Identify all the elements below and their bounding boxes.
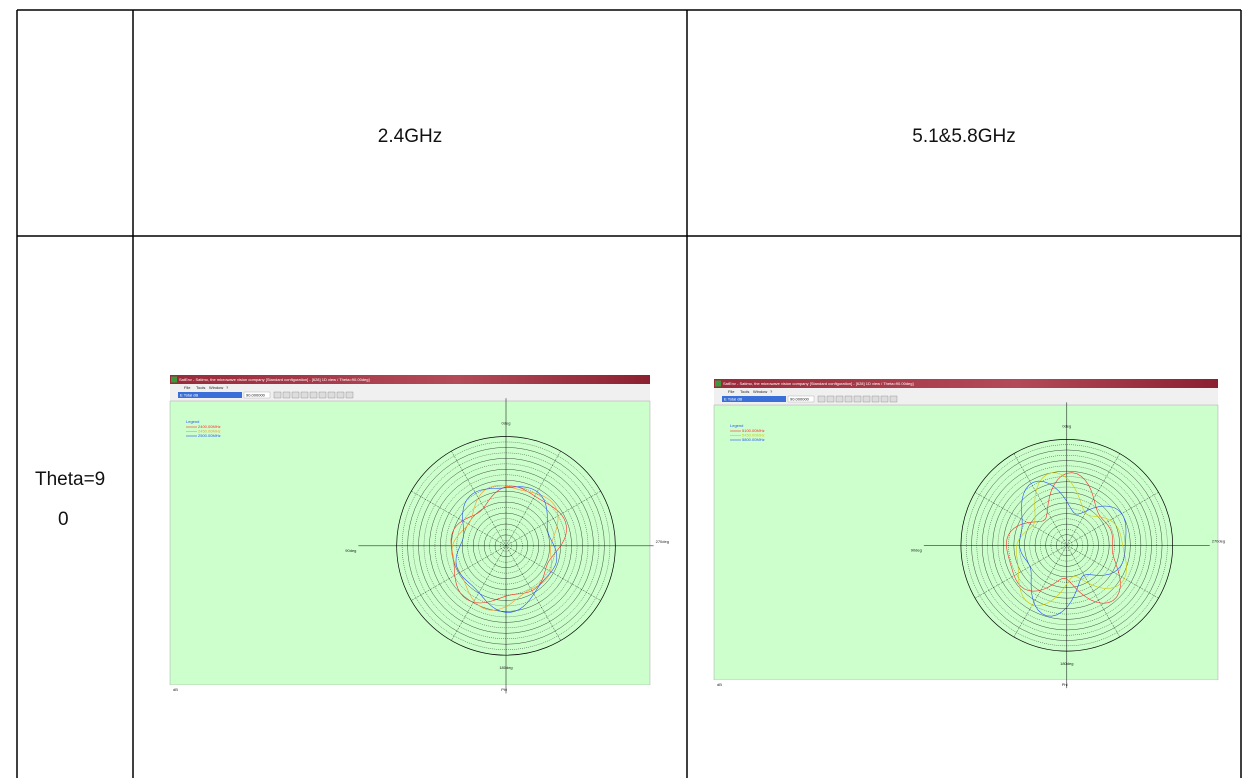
angle-box <box>787 395 815 403</box>
angle-label: 0deg <box>502 421 511 426</box>
toolbar-button <box>327 391 336 399</box>
status: Phi <box>1062 682 1068 687</box>
angle-label: 90deg <box>911 547 922 552</box>
title-bar <box>714 379 1218 388</box>
field: E Total dB <box>724 397 742 402</box>
pattern-curve <box>1019 480 1127 617</box>
angle-label: 270deg <box>656 539 669 544</box>
toolbar-button <box>336 391 345 399</box>
spoke <box>975 492 1159 599</box>
polar-grid <box>358 398 654 694</box>
status-bar <box>170 685 650 695</box>
legend-label: 5800.00MHz <box>742 437 765 442</box>
angle-label: 90deg <box>345 548 356 553</box>
status: dB <box>173 687 178 692</box>
toolbar-button <box>282 391 291 399</box>
toolbar-button <box>300 391 309 399</box>
table-lines <box>16 9 1242 778</box>
app-icon <box>715 380 721 387</box>
legend-label: 5450.00MHz <box>742 433 765 438</box>
plot-area <box>169 400 651 686</box>
angle: 90.000000 <box>790 397 810 402</box>
menu-item: File <box>728 389 735 394</box>
pattern-curve <box>1015 472 1127 606</box>
toolbar-button <box>871 395 880 403</box>
toolbar-button <box>817 395 826 403</box>
status: dB <box>717 682 722 687</box>
angle-box <box>243 391 271 399</box>
angle-label: 180deg <box>499 665 512 670</box>
legend-label: 2450.00MHz <box>198 429 221 434</box>
field-box <box>178 392 242 398</box>
pattern-curve <box>1006 472 1121 604</box>
plot-area <box>713 404 1219 681</box>
toolbar-button <box>853 395 862 403</box>
legend-label: 2400.00MHz <box>198 424 221 429</box>
pattern-curve <box>451 485 559 611</box>
legend-label: 5100.00MHz <box>742 428 765 433</box>
window-title: SatEnv - Satimo, the microwave vision co… <box>179 377 370 382</box>
legend-title: Legend <box>186 419 199 424</box>
angle-label: 270deg <box>1212 538 1225 543</box>
toolbar-button <box>309 391 318 399</box>
menu-item: Tools <box>740 389 749 394</box>
menu-item: ? <box>770 389 773 394</box>
screenshot: SatEnv - Satimo, the microwave vision co… <box>169 375 669 695</box>
field-box <box>722 396 786 402</box>
menu-item: Window <box>753 389 767 394</box>
toolbar-button <box>291 391 300 399</box>
menu-item: Tools <box>196 385 205 390</box>
row-label: Theta=9 <box>35 469 105 490</box>
app-icon <box>171 376 177 383</box>
pattern-curve <box>455 486 558 613</box>
status: Phi <box>501 687 507 692</box>
angle-label: 0deg <box>1062 423 1071 428</box>
toolbar-button <box>880 395 889 403</box>
legend-title: Legend <box>730 423 743 428</box>
row-label: 0 <box>58 509 69 530</box>
status-bar <box>714 680 1218 690</box>
toolbar-button <box>345 391 354 399</box>
menu-item: ? <box>226 385 229 390</box>
header-cell: 2.4GHz <box>378 126 442 147</box>
legend-label: 2500.00MHz <box>198 433 221 438</box>
toolbar-button <box>273 391 282 399</box>
field: E Total dB <box>180 393 198 398</box>
toolbar-button <box>844 395 853 403</box>
angle: 90.000000 <box>246 393 266 398</box>
angle-label: 180deg <box>1060 661 1073 666</box>
spoke <box>411 491 601 601</box>
window-title: SatEnv - Satimo, the microwave vision co… <box>723 381 914 386</box>
title-bar <box>170 375 650 384</box>
toolbar-button <box>835 395 844 403</box>
toolbar-button <box>862 395 871 403</box>
toolbar-button <box>318 391 327 399</box>
menu-item: Window <box>209 385 223 390</box>
toolbar-button <box>889 395 898 403</box>
header-cell: 5.1&5.8GHz <box>912 126 1016 147</box>
toolbar-button <box>826 395 835 403</box>
menu-item: File <box>184 385 191 390</box>
screenshot: SatEnv - Satimo, the microwave vision co… <box>713 379 1225 690</box>
